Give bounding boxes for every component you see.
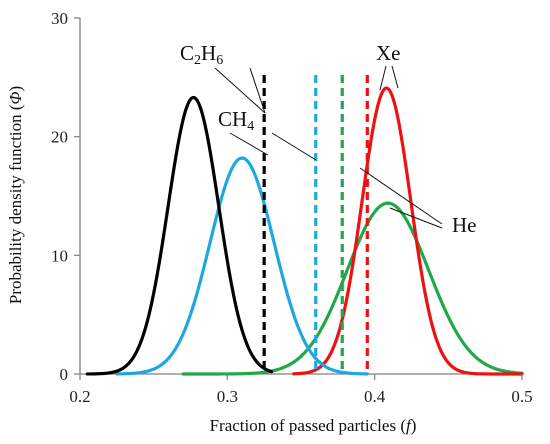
x-tick-label-3: 0.5 [511, 387, 532, 406]
label-text: Xe [376, 41, 401, 65]
series-label-he: He [452, 213, 477, 237]
series-curve-ch4 [115, 156, 369, 376]
leader-line-ch4-0 [229, 132, 269, 156]
leader-line-he-1 [389, 207, 443, 229]
leader-line-he-0 [359, 167, 443, 225]
label-subscript: 6 [216, 53, 223, 68]
y-tick-label-3: 30 [51, 9, 68, 28]
series-curve-c2h6 [85, 95, 274, 376]
leader-line-c2h6-0 [214, 67, 266, 114]
leader-line-xe-0 [379, 65, 387, 91]
series-label-ch4: CH4 [218, 107, 254, 134]
x-tick-label-1: 0.3 [217, 387, 238, 406]
label-subscript: 4 [247, 119, 254, 134]
thresholds-layer [262, 75, 369, 374]
x-tick-label-0: 0.2 [69, 387, 90, 406]
leader-line-ch4-1 [271, 132, 317, 161]
label-subscript: 2 [194, 53, 201, 68]
series-curve-xe [292, 86, 524, 376]
x-tick-label-2: 0.4 [364, 387, 386, 406]
label-text: H [201, 41, 216, 65]
y-tick-label-0: 0 [60, 365, 69, 384]
series-label-xe: Xe [376, 41, 401, 65]
series-label-c2h6: C2H6 [180, 41, 223, 68]
y-tick-label-2: 20 [51, 128, 68, 147]
label-text: He [452, 213, 477, 237]
x-axis-title: Fraction of passed particles (f) [210, 416, 417, 435]
y-tick-label-1: 10 [51, 246, 68, 265]
label-text: C [180, 41, 194, 65]
label-text: CH [218, 107, 247, 131]
leader-line-xe-1 [391, 65, 399, 89]
y-axis-title: Probability density function (Φ) [6, 86, 25, 304]
leader-line-c2h6-1 [249, 67, 266, 114]
ticks-layer: 0 10 20 30 0.2 0.3 0.4 0.5 [51, 9, 533, 406]
curves-layer [85, 86, 524, 376]
